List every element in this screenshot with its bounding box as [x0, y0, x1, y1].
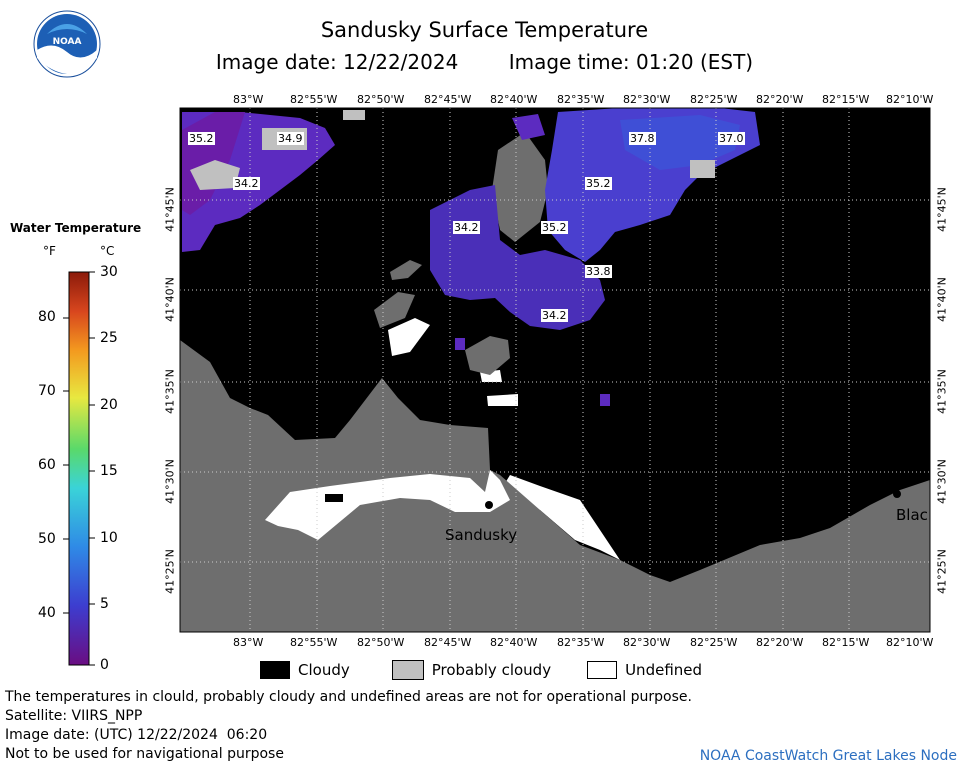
image-date: Image date: 12/22/2024 — [215, 50, 459, 74]
noaa-logo-icon: NOAA — [33, 10, 101, 78]
temp-label: 34.2 — [453, 221, 480, 234]
notes: The temperatures in clould, probably clo… — [5, 688, 692, 764]
temp-label: 34.9 — [277, 132, 304, 145]
f-tick: 70 — [38, 383, 56, 399]
lon-label: 82°10'W — [886, 93, 934, 106]
f-tick: 50 — [38, 531, 56, 547]
temp-label: 33.8 — [585, 265, 612, 278]
temp-label: 35.2 — [585, 177, 612, 190]
lon-label-bottom: 82°50'W — [357, 636, 405, 649]
legend-colorbar — [63, 271, 95, 666]
f-tick: 80 — [38, 309, 56, 325]
undefined-peninsula — [265, 470, 510, 540]
temp-label: 34.2 — [541, 309, 568, 322]
undefined-label: Undefined — [625, 661, 703, 679]
note-line: Image date: (UTC) 12/22/2024 06:20 — [5, 727, 268, 743]
lon-label: 82°55'W — [290, 93, 338, 106]
land-area — [180, 340, 930, 632]
lat-label: 41°45'N — [163, 187, 177, 232]
temp-label: 37.8 — [629, 132, 656, 145]
note-line: Not to be used for navigational purpose — [5, 746, 284, 762]
water-temp-area — [512, 114, 545, 140]
note-line: The temperatures in clould, probably clo… — [5, 689, 692, 705]
city-label-sandusky: Sandusky — [445, 526, 518, 544]
city-label-blac: Blac — [896, 506, 928, 524]
map-key: Cloudy Probably cloudy Undefined — [260, 660, 702, 680]
c-tick: 0 — [100, 657, 109, 673]
temp-label: 35.2 — [188, 132, 215, 145]
c-tick: 20 — [100, 397, 118, 413]
water-temp-area — [600, 394, 610, 406]
temp-label: 34.2 — [233, 177, 260, 190]
probably-cloudy-label: Probably cloudy — [431, 661, 552, 679]
temperature-map — [179, 107, 931, 633]
undefined-area — [388, 318, 430, 356]
island — [465, 336, 510, 375]
island — [390, 260, 422, 280]
lat-label: 41°25'N — [163, 549, 177, 594]
island — [374, 292, 415, 328]
undefined-area — [487, 394, 518, 406]
lon-label: 82°45'W — [424, 93, 472, 106]
lon-label-bottom: 82°25'W — [690, 636, 738, 649]
lon-label-bottom: 82°15'W — [822, 636, 870, 649]
c-tick: 10 — [100, 530, 118, 546]
kelleys-island — [492, 132, 548, 242]
c-tick: 30 — [100, 264, 118, 280]
city-marker-blac — [893, 490, 901, 498]
undefined-swatch — [587, 661, 618, 679]
probably-cloudy-swatch — [391, 660, 424, 680]
lon-label: 82°50'W — [357, 93, 405, 106]
c-tick: 25 — [100, 330, 118, 346]
logo-text: NOAA — [53, 37, 82, 47]
lat-label: 41°30'N — [163, 459, 177, 504]
lon-label-bottom: 82°30'W — [623, 636, 671, 649]
lon-label-bottom: 82°45'W — [424, 636, 472, 649]
lon-label-bottom: 82°55'W — [290, 636, 338, 649]
lon-label: 82°15'W — [822, 93, 870, 106]
lon-label: 82°40'W — [490, 93, 538, 106]
probably-cloudy-area — [343, 110, 365, 120]
temp-label: 35.2 — [541, 221, 568, 234]
lon-label-bottom: 82°20'W — [756, 636, 804, 649]
credit: NOAA CoastWatch Great Lakes Node — [699, 748, 957, 764]
lon-label-bottom: 82°35'W — [557, 636, 605, 649]
image-date-time: Image date: 12/22/2024 Image time: 01:20… — [0, 50, 969, 74]
image-time: Image time: 01:20 (EST) — [508, 50, 754, 74]
lat-label-right: 41°45'N — [935, 187, 949, 232]
lon-label: 83°W — [233, 93, 264, 106]
city-marker-sandusky — [485, 501, 493, 509]
temp-label: 37.0 — [718, 132, 745, 145]
lon-label: 82°20'W — [756, 93, 804, 106]
c-tick: 5 — [100, 596, 109, 612]
lon-label: 82°25'W — [690, 93, 738, 106]
c-tick: 15 — [100, 463, 118, 479]
lon-label-bottom: 82°10'W — [886, 636, 934, 649]
water-temp-area — [455, 338, 465, 350]
lon-label-bottom: 83°W — [233, 636, 264, 649]
lat-label-right: 41°30'N — [935, 459, 949, 504]
legend-unit-c: °C — [100, 244, 115, 258]
cloudy-patch — [325, 494, 343, 502]
page-title: Sandusky Surface Temperature — [320, 18, 649, 42]
probably-cloudy-area — [190, 160, 240, 190]
lat-label-right: 41°40'N — [935, 277, 949, 322]
lon-label: 82°35'W — [557, 93, 605, 106]
f-tick: 40 — [38, 605, 56, 621]
lat-label-right: 41°35'N — [935, 369, 949, 414]
note-line: Satellite: VIIRS_NPP — [5, 708, 143, 724]
legend-unit-f: °F — [43, 244, 56, 258]
lon-label: 82°30'W — [623, 93, 671, 106]
graticule — [180, 108, 930, 632]
lat-label-right: 41°25'N — [935, 549, 949, 594]
cloudy-swatch — [260, 661, 290, 679]
lat-label: 41°40'N — [163, 277, 177, 322]
map-frame — [179, 107, 931, 633]
lon-label-bottom: 82°40'W — [490, 636, 538, 649]
probably-cloudy-area — [690, 160, 715, 178]
legend-title: Water Temperature — [10, 221, 142, 235]
f-tick: 60 — [38, 457, 56, 473]
cloudy-label: Cloudy — [298, 661, 350, 679]
lat-label: 41°35'N — [163, 369, 177, 414]
